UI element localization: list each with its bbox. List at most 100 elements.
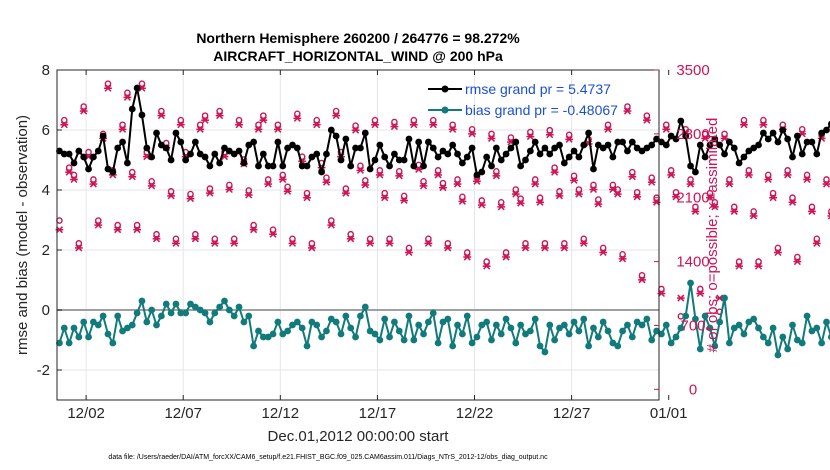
obs-assimilated-point xyxy=(618,255,627,263)
obs-assimilated-point xyxy=(293,114,302,122)
obs-assimilated-point xyxy=(769,194,777,202)
bias-point xyxy=(279,330,287,338)
obs-assimilated-point xyxy=(60,121,69,129)
rmse-point xyxy=(221,144,228,152)
rmse-point xyxy=(323,150,330,158)
obs-possible-point xyxy=(230,235,238,243)
obs-assimilated-point xyxy=(176,121,185,129)
obs-possible-point xyxy=(755,258,762,265)
obs-possible-point xyxy=(216,107,223,115)
obs-assimilated-point xyxy=(541,244,549,252)
rmse-point xyxy=(133,84,141,92)
rmse-point xyxy=(638,147,646,155)
obs-assimilated-point xyxy=(79,107,88,115)
obs-assimilated-point xyxy=(157,112,166,120)
bias-point xyxy=(560,321,568,329)
rmse-point xyxy=(483,153,491,161)
obs-possible-point xyxy=(561,240,568,247)
bias-point xyxy=(148,306,156,314)
obs-possible-point xyxy=(735,258,743,265)
obs-assimilated-point xyxy=(730,207,739,215)
bias-point xyxy=(60,324,68,332)
obs-assimilated-point xyxy=(264,180,273,188)
obs-assimilated-point xyxy=(672,193,680,201)
obs-assimilated-point xyxy=(312,121,321,129)
obs-assimilated-point xyxy=(749,212,758,220)
bias-point xyxy=(755,324,762,332)
bias-point xyxy=(361,303,369,311)
bias-point xyxy=(721,294,728,302)
obs-possible-point xyxy=(274,121,282,129)
rmse-point xyxy=(497,156,505,164)
obs-assimilated-point xyxy=(565,135,574,143)
obs-assimilated-point xyxy=(759,121,768,129)
bias-point xyxy=(371,330,379,338)
y-left-tick-label: -2 xyxy=(37,362,50,379)
obs-assimilated-point xyxy=(278,175,287,184)
rmse-point xyxy=(643,144,651,152)
rmse-point xyxy=(162,144,170,152)
obs-assimilated-point xyxy=(686,180,695,188)
rmse-point xyxy=(735,159,743,167)
obs-possible-point xyxy=(177,116,185,124)
obs-possible-point xyxy=(119,121,126,129)
rmse-point xyxy=(90,153,97,161)
bias-point xyxy=(628,333,636,341)
rmse-point xyxy=(633,144,641,152)
bias-point xyxy=(793,336,801,344)
y-axis-left-label: rmse and bias (model - observation) xyxy=(14,115,31,355)
rmse-point xyxy=(293,144,301,152)
obs-assimilated-point xyxy=(633,193,642,201)
rmse-point xyxy=(745,147,753,155)
rmse-point xyxy=(80,153,88,161)
obs-assimilated-point xyxy=(497,203,506,211)
bias-point xyxy=(75,333,83,341)
rmse-point xyxy=(395,156,403,164)
bias-point xyxy=(463,312,471,320)
bias-point xyxy=(352,333,359,341)
obs-assimilated-point xyxy=(332,112,341,120)
bias-point xyxy=(662,321,670,329)
rmse-point xyxy=(531,138,539,146)
obs-possible-point xyxy=(196,121,204,129)
bias-point xyxy=(779,333,787,341)
x-axis-label: Dec.01,2012 00:00:00 start xyxy=(268,428,450,445)
bias-point xyxy=(653,327,660,335)
rmse-point xyxy=(478,168,486,176)
bias-point xyxy=(585,342,593,350)
bias-point xyxy=(740,330,748,338)
bias-point xyxy=(458,330,466,338)
rmse-point xyxy=(148,153,156,161)
rmse-point xyxy=(400,156,408,164)
obs-possible-point xyxy=(726,176,733,183)
obs-possible-point xyxy=(357,162,364,170)
bias-point xyxy=(682,312,690,320)
bias-point xyxy=(85,333,92,341)
bias-point xyxy=(167,309,175,317)
obs-assimilated-point xyxy=(118,125,127,133)
bias-point xyxy=(138,297,146,305)
rmse-point xyxy=(60,150,68,158)
rmse-point xyxy=(318,168,325,176)
obs-assimilated-point xyxy=(696,289,705,298)
obs-assimilated-point xyxy=(288,239,297,247)
bias-point xyxy=(162,300,170,308)
obs-possible-point xyxy=(750,208,757,215)
bias-point xyxy=(99,312,107,320)
obs-possible-point xyxy=(60,116,68,124)
obs-assimilated-point xyxy=(419,182,428,190)
y-axis-left-ticks: -2 0 2 4 6 8 xyxy=(37,62,62,379)
bias-point xyxy=(395,327,403,335)
obs-possible-point xyxy=(391,118,398,126)
obs-possible-point xyxy=(366,235,374,243)
bias-point xyxy=(143,318,151,326)
rmse-point xyxy=(711,135,719,143)
bias-point xyxy=(570,318,578,326)
obs-assimilated-point xyxy=(201,116,209,124)
bias-point xyxy=(400,336,408,344)
rmse-point xyxy=(725,138,733,146)
bias-point xyxy=(701,312,709,320)
bias-point xyxy=(497,330,505,338)
obs-possible-point xyxy=(517,195,524,202)
rmse-point xyxy=(492,144,500,152)
